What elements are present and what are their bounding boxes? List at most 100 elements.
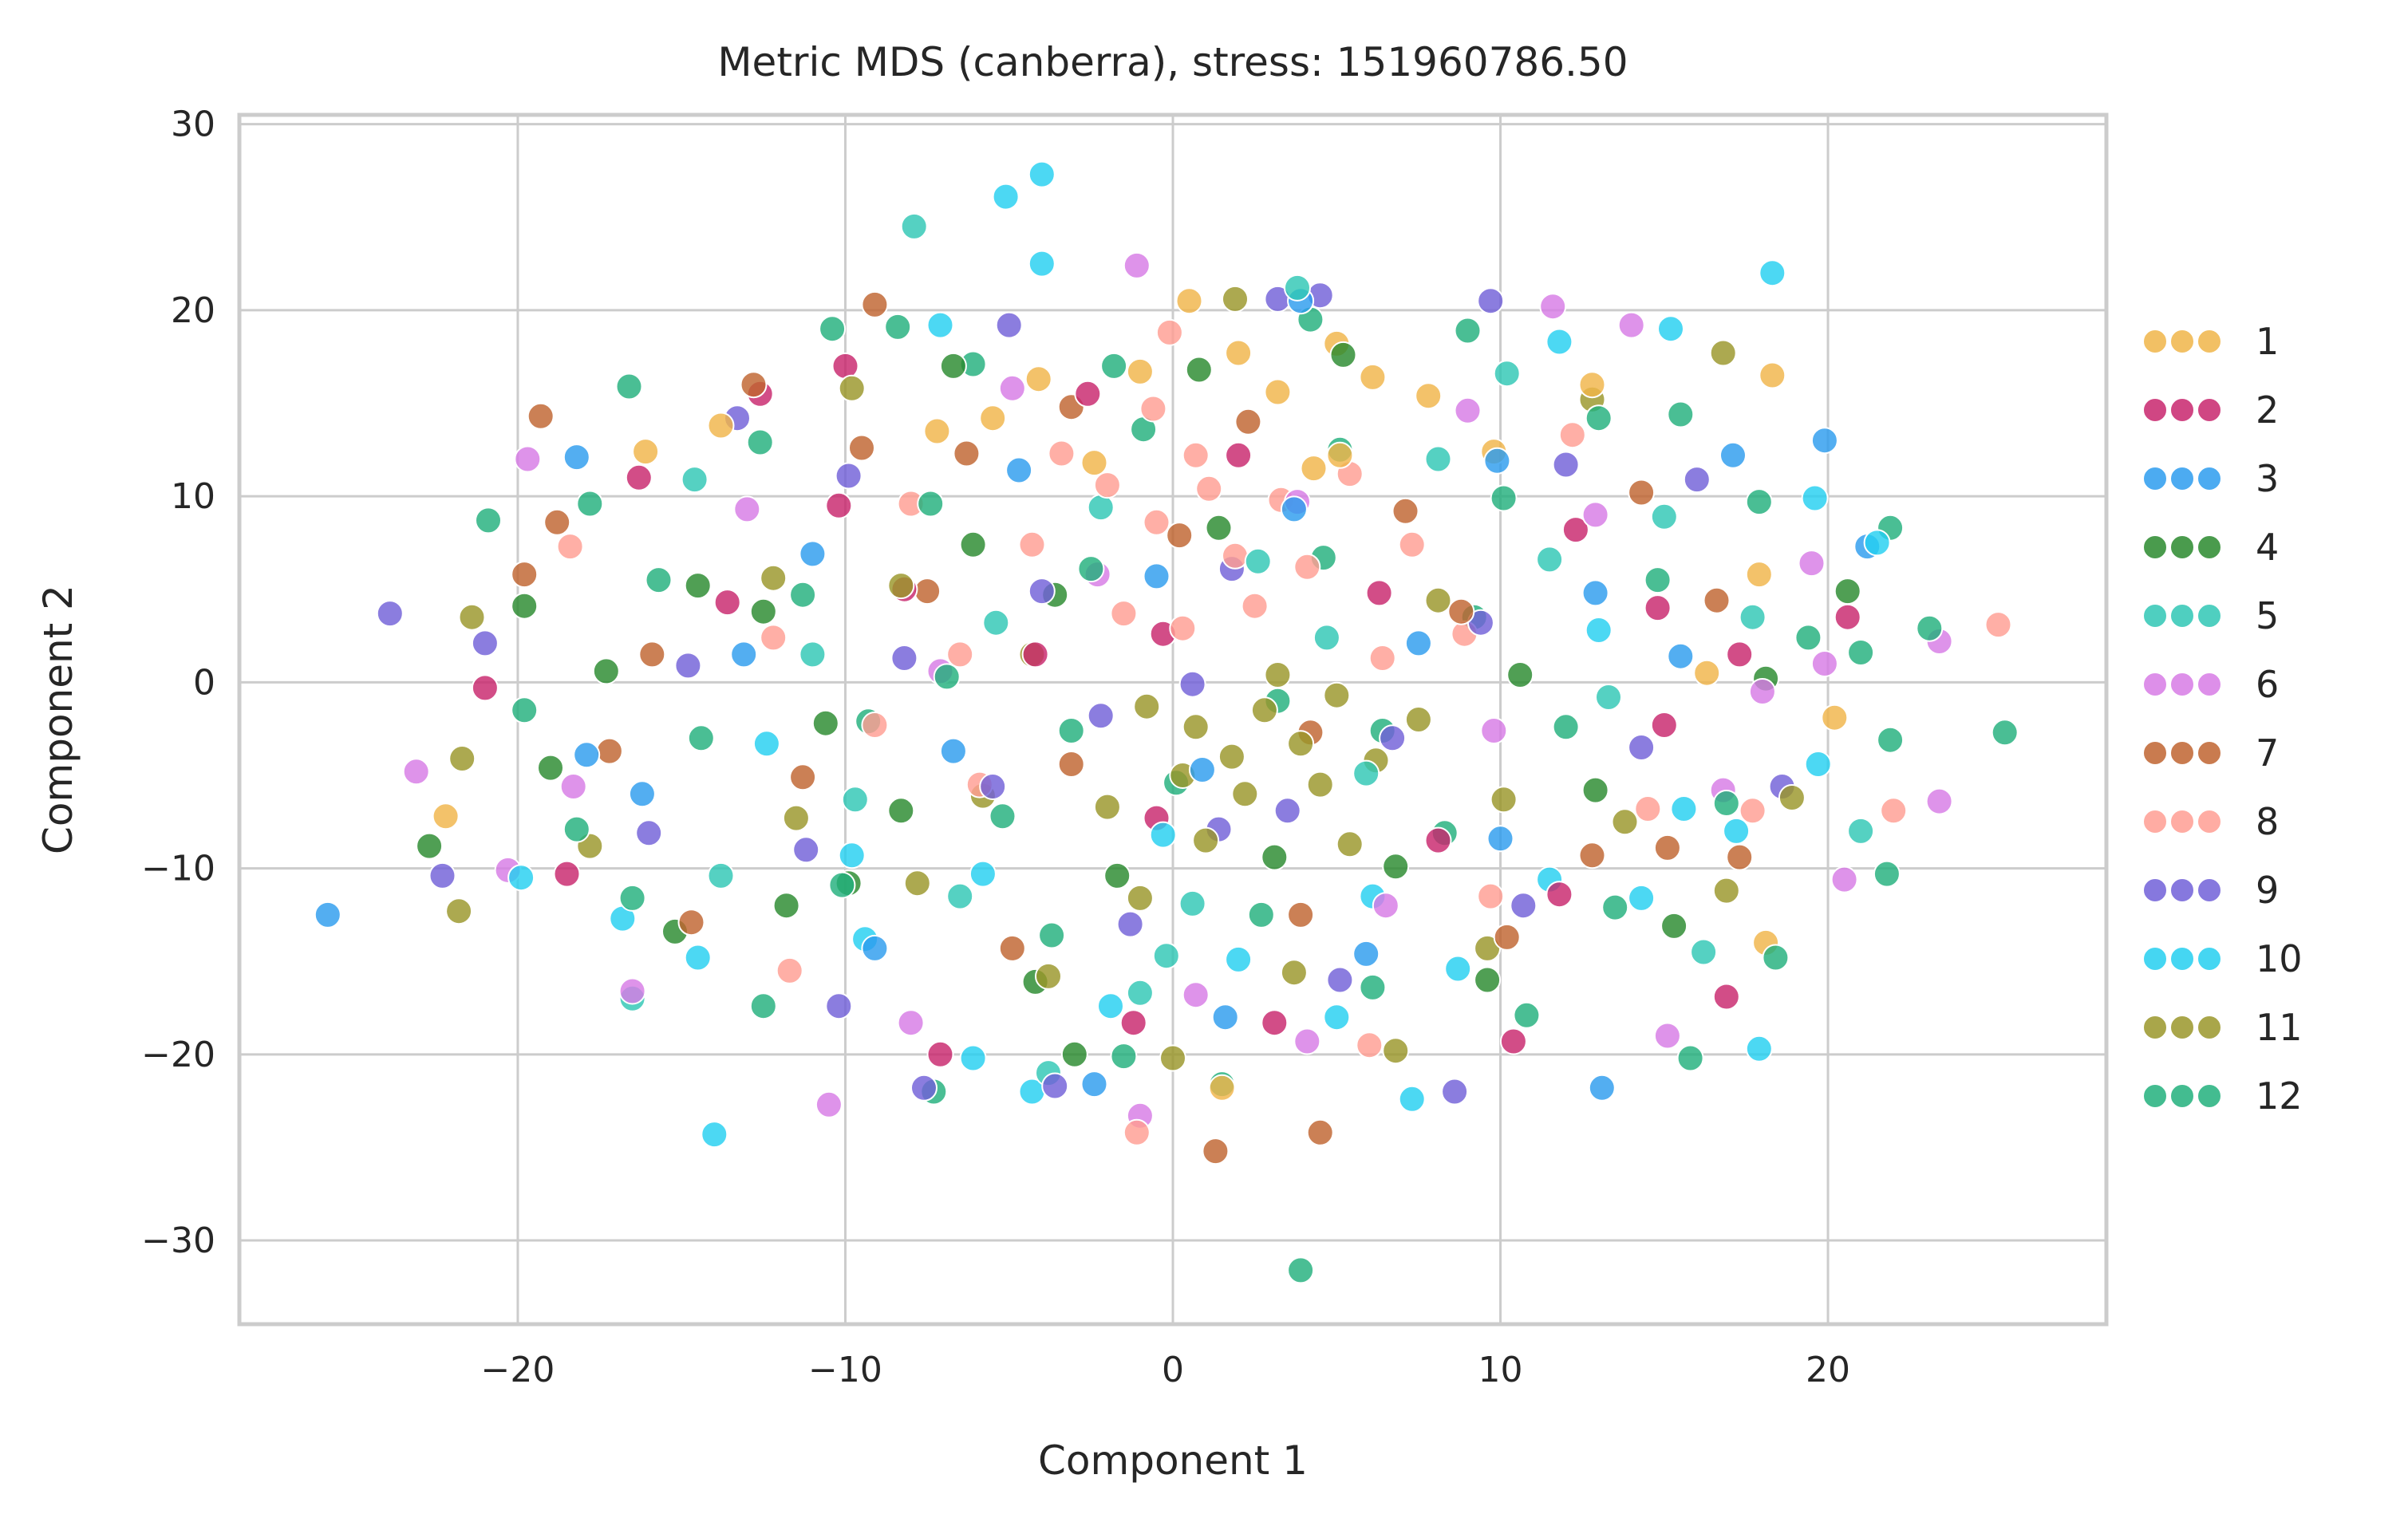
data-point-series-8 (1241, 592, 1269, 620)
data-point-series-9 (979, 773, 1007, 800)
data-point-series-3 (1211, 1003, 1239, 1031)
data-point-series-7 (1653, 834, 1681, 862)
data-point-series-12 (819, 315, 847, 343)
data-point-series-12 (746, 428, 774, 456)
legend-marker (2197, 1083, 2222, 1109)
data-point-series-3 (1483, 447, 1511, 475)
data-point-series-2 (1225, 441, 1253, 469)
legend-marker (2142, 329, 2168, 354)
data-point-series-10 (1801, 484, 1829, 512)
data-point-series-2 (1726, 641, 1754, 668)
data-point-series-12 (1745, 488, 1773, 516)
data-point-series-4 (772, 892, 800, 920)
data-point-series-3 (563, 444, 590, 471)
data-point-series-3 (861, 934, 889, 962)
data-point-series-6 (1182, 981, 1210, 1009)
data-point-series-5 (681, 466, 709, 494)
x-tick-label: 10 (1478, 1350, 1523, 1390)
data-point-series-12 (645, 566, 673, 594)
data-point-series-12 (1991, 719, 2019, 747)
legend-item-1: 1 (2142, 320, 2279, 363)
data-point-series-4 (1261, 843, 1289, 871)
data-point-series-4 (1060, 1040, 1088, 1068)
data-point-series-11 (1280, 959, 1308, 987)
data-point-series-11 (1035, 962, 1062, 990)
data-point-series-2 (1712, 983, 1740, 1011)
data-point-series-8 (1139, 395, 1167, 423)
data-point-series-2 (1644, 594, 1672, 622)
data-point-series-12 (1644, 566, 1672, 594)
legend-item-10: 10 (2142, 937, 2303, 980)
legend-marker (2197, 672, 2222, 697)
data-point-series-9 (1441, 1078, 1469, 1106)
legend-label: 4 (2256, 526, 2279, 569)
data-point-series-5 (1493, 360, 1521, 388)
data-point-series-1 (1759, 361, 1786, 389)
data-point-series-2 (1365, 579, 1393, 607)
data-point-series-10 (1804, 751, 1832, 778)
data-point-series-12 (1454, 317, 1482, 345)
data-point-series-3 (1667, 642, 1695, 670)
data-point-series-6 (618, 977, 646, 1005)
legend-marker (2169, 877, 2195, 903)
data-point-series-2 (1074, 380, 1102, 408)
legend-marker (2142, 1015, 2168, 1040)
data-point-series-11 (1336, 830, 1364, 858)
legend-marker (2197, 809, 2222, 834)
data-point-series-9 (910, 1074, 938, 1102)
y-tick-label: 20 (171, 290, 215, 331)
legend-label: 3 (2256, 457, 2279, 500)
legend-label: 7 (2256, 731, 2279, 775)
data-point-series-3 (1280, 495, 1308, 523)
data-point-series-7 (1447, 597, 1475, 625)
data-point-series-4 (1581, 776, 1609, 804)
data-point-series-12 (1513, 1001, 1541, 1029)
data-point-series-9 (1116, 910, 1144, 938)
data-point-series-4 (1660, 912, 1688, 940)
data-point-series-1 (1080, 449, 1108, 477)
legend-item-6: 6 (2142, 663, 2279, 706)
data-point-series-12 (1100, 352, 1128, 380)
data-point-series-10 (1323, 1003, 1351, 1031)
data-point-series-7 (789, 763, 817, 791)
data-point-series-4 (1329, 341, 1357, 369)
data-point-series-4 (1382, 853, 1410, 881)
data-point-series-9 (1628, 734, 1656, 761)
legend-marker (2169, 329, 2195, 354)
data-point-series-11 (1264, 661, 1292, 688)
data-point-series-10 (926, 311, 954, 339)
data-point-series-4 (1834, 578, 1861, 605)
data-point-series-6 (815, 1090, 843, 1118)
data-point-series-1 (1693, 659, 1721, 687)
data-point-series-11 (1222, 285, 1249, 313)
legend-marker (2197, 946, 2222, 972)
y-axis-ticks: 30 20 10 0 −10 −20 −30 (141, 104, 215, 1261)
data-point-series-4 (939, 352, 967, 380)
data-point-series-1 (707, 412, 735, 440)
data-point-series-1 (979, 404, 1007, 432)
data-point-series-8 (1293, 553, 1321, 581)
data-point-series-9 (1552, 451, 1580, 479)
y-tick-label: 30 (171, 104, 215, 145)
data-point-series-1 (1578, 371, 1606, 399)
data-point-series-1 (1225, 339, 1253, 367)
data-point-series-5 (841, 786, 869, 814)
chart-title: Metric MDS (canberra), stress: 151960786… (717, 39, 1628, 85)
legend-item-3: 3 (2142, 457, 2279, 500)
data-point-series-10 (1097, 992, 1124, 1020)
data-point-series-11 (1250, 696, 1278, 724)
data-point-series-2 (926, 1040, 954, 1068)
data-point-series-7 (1493, 923, 1521, 951)
legend-marker (2169, 740, 2195, 766)
data-point-series-8 (1048, 440, 1076, 467)
data-point-series-11 (1712, 877, 1740, 905)
data-point-series-4 (1205, 514, 1233, 542)
data-point-series-1 (632, 438, 660, 466)
data-point-series-5 (1178, 889, 1206, 917)
data-point-series-7 (511, 561, 539, 589)
data-point-series-7 (1726, 843, 1754, 871)
data-point-series-4 (749, 597, 777, 625)
data-point-series-6 (1925, 787, 1953, 815)
data-point-series-7 (1234, 408, 1262, 436)
